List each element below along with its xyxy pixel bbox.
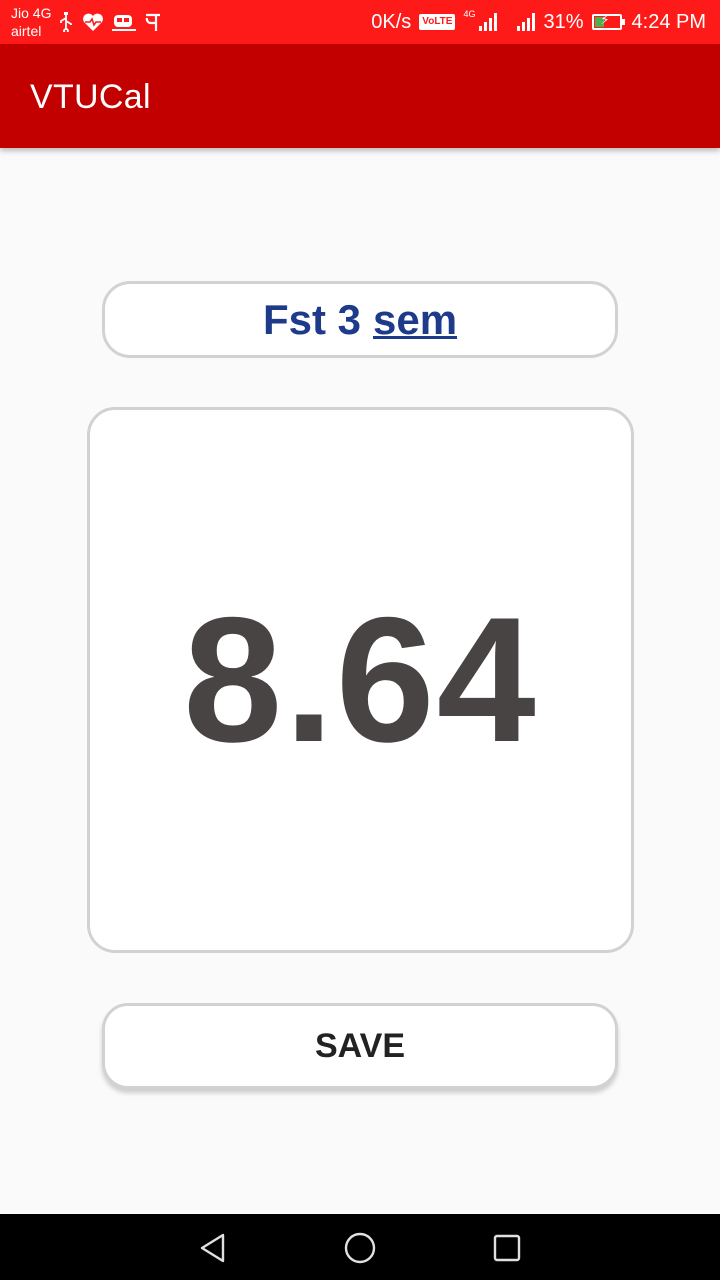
result-card: 8.64	[87, 407, 634, 953]
pe-icon	[145, 13, 160, 31]
status-bar: Jio 4G airtel 0K/s VoLTE 4G 31%	[0, 0, 720, 44]
app-bar: VTUCal	[0, 44, 720, 148]
status-indicators: 0K/s VoLTE 4G 31% ⚡ 4:24 PM	[371, 0, 706, 44]
home-icon[interactable]	[340, 1228, 380, 1268]
semester-name-field[interactable]: Fst 3 sem	[102, 281, 618, 358]
navigation-bar	[0, 1214, 720, 1280]
volte-badge: VoLTE	[419, 14, 456, 30]
battery-icon: ⚡	[591, 12, 625, 30]
train-icon	[112, 15, 136, 31]
signal-icon-1	[479, 13, 498, 31]
battery-percent: 31%	[543, 10, 584, 33]
health-icon	[83, 13, 103, 31]
carrier-name-1: Jio 4G	[11, 5, 52, 21]
recents-icon[interactable]	[487, 1228, 527, 1268]
signal-icon-2	[517, 13, 536, 31]
net-speed: 0K/s	[371, 10, 412, 33]
clock: 4:24 PM	[631, 10, 706, 33]
save-button[interactable]: SAVE	[102, 1003, 618, 1089]
net-type: 4G	[463, 9, 476, 19]
app-title: VTUCal	[30, 78, 151, 116]
semester-name-underlined-word: sem	[372, 295, 458, 343]
carrier-info: Jio 4G airtel	[11, 4, 51, 40]
sgpa-value: 8.64	[183, 580, 538, 779]
semester-name-text: Fst 3	[262, 295, 361, 343]
carrier-name-2: airtel	[11, 23, 42, 39]
back-icon[interactable]	[193, 1228, 233, 1268]
usb-icon	[60, 12, 72, 32]
notification-icons	[58, 10, 162, 34]
